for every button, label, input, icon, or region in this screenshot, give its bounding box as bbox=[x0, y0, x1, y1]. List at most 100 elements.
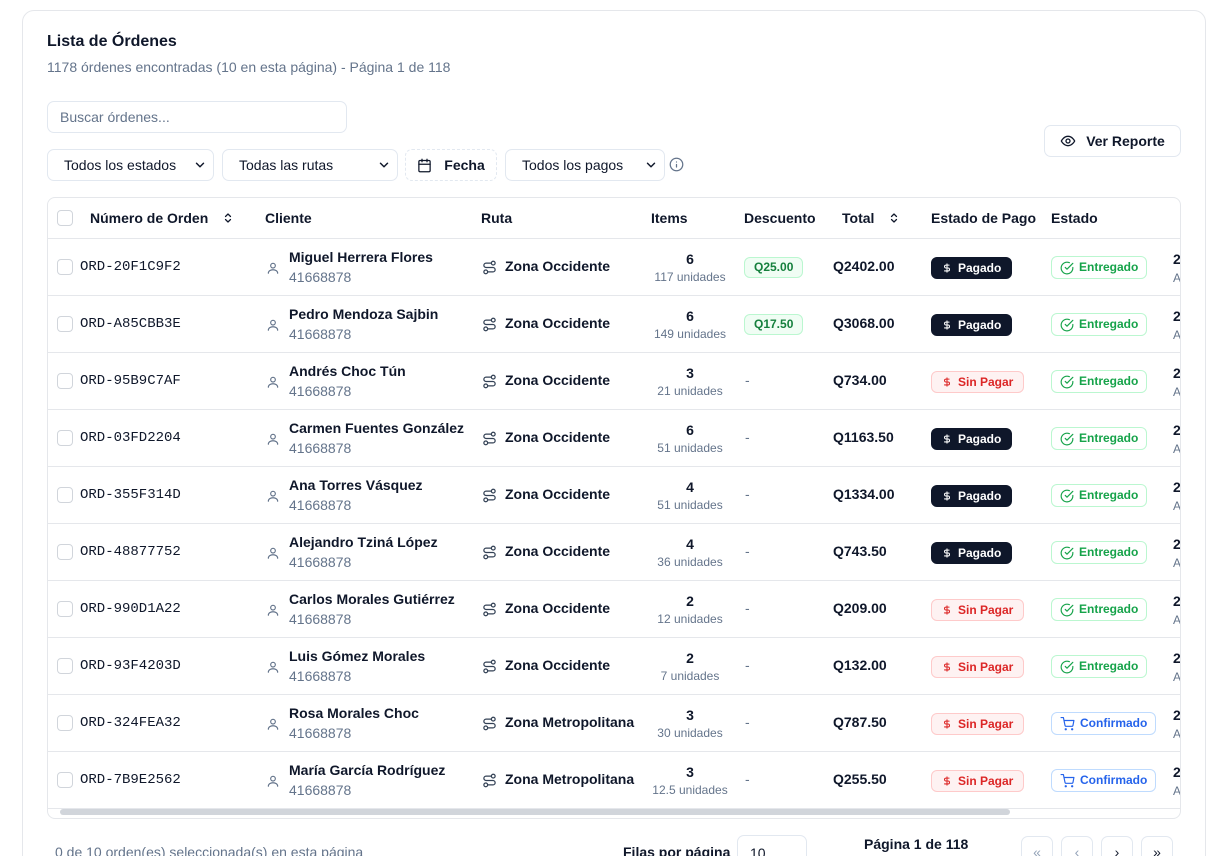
units-count: 36 unidades bbox=[657, 555, 723, 569]
discount-value: - bbox=[745, 486, 750, 502]
route-filter-select[interactable]: Todas las rutas bbox=[222, 149, 398, 181]
truncated-column-value: 2 bbox=[1173, 308, 1181, 324]
units-count: 30 unidades bbox=[657, 726, 723, 740]
order-number: ORD-48877752 bbox=[80, 544, 181, 560]
date-filter-button[interactable]: Fecha bbox=[405, 149, 497, 181]
user-icon bbox=[266, 375, 280, 389]
col-total-label: Total bbox=[842, 210, 875, 226]
select-all-checkbox[interactable] bbox=[57, 210, 73, 226]
search-input[interactable] bbox=[47, 101, 347, 133]
discount-value: - bbox=[745, 543, 750, 559]
user-icon bbox=[266, 489, 280, 503]
info-icon[interactable] bbox=[669, 157, 684, 172]
payment-filter-select[interactable]: Todos los pagos bbox=[505, 149, 665, 181]
route-icon bbox=[482, 659, 497, 674]
table-row[interactable]: ORD-03FD2204 Carmen Fuentes González 41668… bbox=[48, 410, 1180, 467]
table-row[interactable]: ORD-990D1A22 Carlos Morales Gutiérrez 4166… bbox=[48, 581, 1180, 638]
client-name: Luis Gómez Morales bbox=[289, 648, 426, 664]
cart-icon bbox=[1060, 773, 1075, 788]
order-total: Q743.50 bbox=[833, 543, 887, 559]
route-icon bbox=[482, 773, 497, 788]
user-icon bbox=[266, 432, 280, 446]
first-page-button[interactable]: « bbox=[1021, 836, 1053, 856]
table-row[interactable]: ORD-93F4203D Luis Gómez Morales 41668878 Zo… bbox=[48, 638, 1180, 695]
rows-per-page-select[interactable]: 10 bbox=[737, 835, 807, 856]
prev-page-button[interactable]: ‹ bbox=[1061, 836, 1093, 856]
truncated-column-value: 2 bbox=[1173, 536, 1181, 552]
user-icon bbox=[266, 660, 280, 674]
last-page-button[interactable]: » bbox=[1141, 836, 1173, 856]
route-icon bbox=[482, 317, 497, 332]
horizontal-scrollbar[interactable] bbox=[60, 809, 1010, 815]
discount-value: - bbox=[745, 771, 750, 787]
order-status-label: Entregado bbox=[1079, 317, 1139, 331]
table-row[interactable]: ORD-20F1C9F2 Miguel Herrera Flores 4166887… bbox=[48, 239, 1180, 296]
order-status-badge: Entregado bbox=[1051, 313, 1148, 336]
check-circle-icon bbox=[1060, 261, 1074, 275]
client-phone: 41668878 bbox=[289, 326, 352, 342]
truncated-column-value: 2 bbox=[1173, 593, 1181, 609]
route-icon bbox=[482, 431, 497, 446]
units-count: 117 unidades bbox=[654, 270, 726, 284]
discount-value: - bbox=[745, 429, 750, 445]
payment-status-badge: Sin Pagar bbox=[931, 656, 1025, 678]
table-row[interactable]: ORD-324FEA32 Rosa Morales Choc 41668878 Zon… bbox=[48, 695, 1180, 752]
next-page-button[interactable]: › bbox=[1101, 836, 1133, 856]
order-total: Q1163.50 bbox=[833, 429, 894, 445]
row-checkbox[interactable] bbox=[57, 373, 73, 389]
payment-status-label: Sin Pagar bbox=[958, 603, 1014, 617]
col-discount-label: Descuento bbox=[744, 210, 816, 226]
route-filter-value: Todas las rutas bbox=[239, 157, 334, 173]
status-filter-value: Todos los estados bbox=[64, 157, 177, 173]
truncated-column-subvalue: A bbox=[1173, 442, 1181, 456]
user-icon bbox=[266, 261, 280, 275]
row-checkbox[interactable] bbox=[57, 430, 73, 446]
col-total[interactable]: Total bbox=[842, 210, 900, 226]
col-status-label: Estado bbox=[1051, 210, 1098, 226]
view-report-button[interactable]: Ver Reporte bbox=[1044, 125, 1181, 157]
payment-status-badge: Sin Pagar bbox=[931, 770, 1025, 792]
client-name: Miguel Herrera Flores bbox=[289, 249, 433, 265]
col-client-label: Cliente bbox=[265, 210, 312, 226]
dollar-icon bbox=[942, 262, 952, 274]
row-checkbox[interactable] bbox=[57, 715, 73, 731]
row-checkbox[interactable] bbox=[57, 259, 73, 275]
discount-value: - bbox=[745, 600, 750, 616]
row-checkbox[interactable] bbox=[57, 658, 73, 674]
row-checkbox[interactable] bbox=[57, 772, 73, 788]
check-circle-icon bbox=[1060, 318, 1074, 332]
row-checkbox[interactable] bbox=[57, 487, 73, 503]
order-number: ORD-324FEA32 bbox=[80, 715, 181, 731]
check-circle-icon bbox=[1060, 660, 1074, 674]
route-name: Zona Occidente bbox=[505, 543, 611, 559]
sort-icon bbox=[891, 213, 898, 223]
order-status-badge: Entregado bbox=[1051, 427, 1148, 450]
payment-status-badge: Pagado bbox=[931, 257, 1013, 279]
table-row[interactable]: ORD-95B9C7AF Andrés Choc Tún 41668878 Zona … bbox=[48, 353, 1180, 410]
client-name: Pedro Mendoza Sajbin bbox=[289, 306, 439, 322]
route-name: Zona Occidente bbox=[505, 258, 611, 274]
row-checkbox[interactable] bbox=[57, 544, 73, 560]
dollar-icon bbox=[942, 319, 952, 331]
payment-status-label: Pagado bbox=[958, 546, 1002, 560]
order-status-label: Entregado bbox=[1079, 431, 1139, 445]
table-row[interactable]: ORD-A85CBB3E Pedro Mendoza Sajbin 41668878… bbox=[48, 296, 1180, 353]
page-subtitle: 1178 órdenes encontradas (10 en esta pág… bbox=[47, 59, 451, 75]
row-checkbox[interactable] bbox=[57, 601, 73, 617]
table-row[interactable]: ORD-48877752 Alejandro Tziná López 4166887… bbox=[48, 524, 1180, 581]
units-count: 149 unidades bbox=[653, 327, 727, 341]
view-report-label: Ver Reporte bbox=[1086, 133, 1165, 149]
table-row[interactable]: ORD-7B9E2562 María García Rodríguez 416688… bbox=[48, 752, 1180, 809]
items-count: 2 bbox=[686, 593, 694, 609]
col-order-number[interactable]: Número de Orden bbox=[90, 210, 234, 226]
status-filter-select[interactable]: Todos los estados bbox=[47, 149, 214, 181]
sort-icon bbox=[225, 213, 232, 223]
units-count: 51 unidades bbox=[657, 498, 723, 512]
order-status-label: Entregado bbox=[1079, 488, 1139, 502]
items-count: 2 bbox=[686, 650, 694, 666]
units-count: 12 unidades bbox=[657, 612, 723, 626]
row-checkbox[interactable] bbox=[57, 316, 73, 332]
page-title: Lista de Órdenes bbox=[47, 33, 177, 50]
table-row[interactable]: ORD-355F314D Ana Torres Vásquez 41668878 Zo… bbox=[48, 467, 1180, 524]
order-total: Q132.00 bbox=[833, 657, 887, 673]
